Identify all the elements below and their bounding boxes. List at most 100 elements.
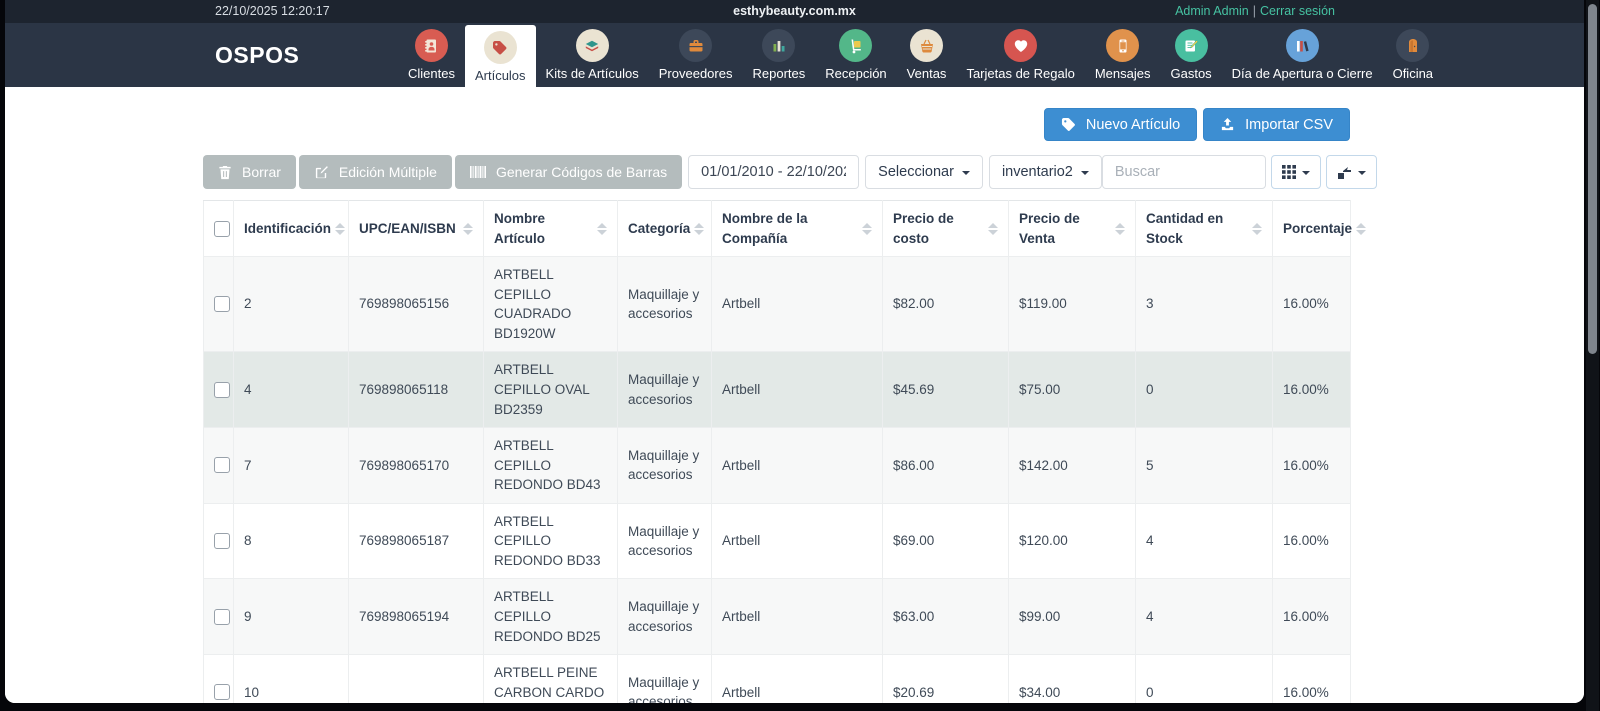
address-book-icon xyxy=(414,29,448,62)
logout-link[interactable]: Cerrar sesión xyxy=(1259,4,1335,18)
nav-item-recepci-n[interactable]: Recepción xyxy=(815,23,896,87)
column-header-qty[interactable]: Cantidad en Stock xyxy=(1135,199,1273,258)
cell-category: Maquillaje y accesorios xyxy=(617,578,712,656)
date-range-input[interactable] xyxy=(688,155,860,189)
vertical-scrollbar[interactable] xyxy=(1586,0,1599,711)
select-dropdown[interactable]: Seleccionar xyxy=(865,155,983,189)
row-select-cell xyxy=(203,351,234,429)
cell-category: Maquillaje y accesorios xyxy=(617,351,712,429)
delete-button[interactable]: Borrar xyxy=(203,155,296,189)
nav-item-art-culos[interactable]: Artículos xyxy=(464,25,536,87)
cell-name: ARTBELL CEPILLO REDONDO BD25 xyxy=(483,578,618,656)
toolbar-left: Borrar Edición Múltiple Generar Códigos … xyxy=(203,155,1102,189)
row-checkbox[interactable] xyxy=(214,296,230,313)
cell-name: ARTBELL PEINE CARBON CARDO 06969 xyxy=(483,654,618,703)
nav-item-ventas[interactable]: Ventas xyxy=(897,23,957,87)
cell-qty: 3 xyxy=(1135,256,1273,353)
new-item-button[interactable]: Nuevo Artículo xyxy=(1043,108,1198,141)
nav-item-kits-de-art-culos[interactable]: Kits de Artículos xyxy=(536,23,649,87)
select-all-checkbox[interactable] xyxy=(214,220,230,237)
row-checkbox[interactable] xyxy=(214,533,230,550)
cell-qty: 4 xyxy=(1135,502,1273,580)
nav-items: Clientes Artículos Kits de Artículos Provee… xyxy=(398,23,1443,87)
chevron-down-icon xyxy=(1357,170,1366,175)
nav-item-oficina[interactable]: Oficina xyxy=(1383,23,1443,87)
select-all-header xyxy=(203,199,234,258)
row-checkbox[interactable] xyxy=(214,608,230,625)
column-header-price[interactable]: Precio de Venta xyxy=(1008,199,1136,258)
table-row[interactable]: 4 769898065118 ARTBELL CEPILLO OVAL BD2359… xyxy=(203,351,1351,429)
nav-item-label: Mensajes xyxy=(1094,66,1151,81)
row-checkbox[interactable] xyxy=(214,381,230,398)
nav-item-tarjetas-de-regalo[interactable]: Tarjetas de Regalo xyxy=(956,23,1084,87)
cell-qty: 5 xyxy=(1135,427,1273,504)
table-row[interactable]: 10 ARTBELL PEINE CARBON CARDO 06969Maquil… xyxy=(203,654,1351,703)
columns-dropdown[interactable] xyxy=(1270,155,1321,189)
table-row[interactable]: 9 769898065194 ARTBELL CEPILLO REDONDO BD2… xyxy=(203,578,1351,656)
nav-item-proveedores[interactable]: Proveedores xyxy=(649,23,743,87)
cell-pct: 16.00% xyxy=(1272,578,1351,656)
nav-item-label: Reportes xyxy=(752,66,806,81)
cell-upc xyxy=(348,654,484,703)
nav-item-clientes[interactable]: Clientes xyxy=(398,23,465,87)
column-header-id[interactable]: Identificación xyxy=(233,199,349,258)
price-tag-icon xyxy=(483,31,517,64)
sort-icon[interactable] xyxy=(862,222,872,235)
bulk-edit-button[interactable]: Edición Múltiple xyxy=(298,155,452,189)
column-header-category[interactable]: Categoría xyxy=(617,199,712,258)
chevron-down-icon xyxy=(1301,170,1310,175)
cell-id: 2 xyxy=(233,256,349,353)
scrollbar-thumb[interactable] xyxy=(1588,4,1597,354)
cell-company: Artbell xyxy=(711,351,883,429)
row-select-cell xyxy=(203,256,234,353)
row-checkbox[interactable] xyxy=(214,684,230,701)
briefcase-icon xyxy=(679,29,713,62)
sort-icon[interactable] xyxy=(597,222,607,235)
sort-icon[interactable] xyxy=(1356,222,1367,235)
user-profile-link[interactable]: Admin Admin xyxy=(1175,4,1249,18)
nav-item-reportes[interactable]: Reportes xyxy=(742,23,815,87)
column-header-pct[interactable]: Porcentaje xyxy=(1272,199,1367,258)
inventory-dropdown[interactable]: inventario2 xyxy=(988,155,1102,189)
row-checkbox[interactable] xyxy=(214,457,230,474)
sort-icon[interactable] xyxy=(463,222,473,235)
import-csv-button[interactable]: Importar CSV xyxy=(1203,108,1350,141)
cell-qty: 0 xyxy=(1135,351,1273,429)
table-row[interactable]: 8 769898065187 ARTBELL CEPILLO REDONDO BD3… xyxy=(203,502,1351,580)
nav-item-label: Clientes xyxy=(408,66,455,81)
generate-barcodes-button[interactable]: Generar Códigos de Barras xyxy=(454,155,683,189)
cell-price: $120.00 xyxy=(1008,502,1136,580)
column-header-company[interactable]: Nombre de la Compañía xyxy=(711,199,883,258)
cell-pct: 16.00% xyxy=(1272,351,1351,429)
layers-icon xyxy=(575,29,609,62)
sort-icon[interactable] xyxy=(988,222,998,235)
nav-item-label: Tarjetas de Regalo xyxy=(966,66,1075,81)
search-input[interactable] xyxy=(1101,155,1266,189)
nav-item-gastos[interactable]: Gastos xyxy=(1160,23,1221,87)
column-header-upc[interactable]: UPC/EAN/ISBN xyxy=(348,199,484,258)
grid-icon xyxy=(1281,165,1296,179)
table-row[interactable]: 7 769898065170 ARTBELL CEPILLO REDONDO BD4… xyxy=(203,427,1351,504)
cell-name: ARTBELL CEPILLO CUADRADO BD1920W xyxy=(483,256,618,353)
nav-item-d-a-de-apertura-o-cierre[interactable]: Día de Apertura o Cierre xyxy=(1222,23,1383,87)
sort-icon[interactable] xyxy=(694,222,705,235)
cell-pct: 16.00% xyxy=(1272,654,1351,703)
cell-id: 9 xyxy=(233,578,349,656)
sort-icon[interactable] xyxy=(335,222,346,235)
column-header-cost[interactable]: Precio de costo xyxy=(882,199,1009,258)
cell-price: $99.00 xyxy=(1008,578,1136,656)
export-dropdown[interactable] xyxy=(1325,155,1377,189)
nav-item-label: Ventas xyxy=(906,66,947,81)
cell-name: ARTBELL CEPILLO OVAL BD2359 xyxy=(483,351,618,429)
cell-cost: $45.69 xyxy=(882,351,1009,429)
cell-cost: $20.69 xyxy=(882,654,1009,703)
sort-icon[interactable] xyxy=(1115,222,1125,235)
nav-item-mensajes[interactable]: Mensajes xyxy=(1085,23,1161,87)
sort-icon[interactable] xyxy=(1252,222,1262,235)
cell-category: Maquillaje y accesorios xyxy=(617,654,712,703)
cell-qty: 4 xyxy=(1135,578,1273,656)
cell-company: Artbell xyxy=(711,578,883,656)
column-header-name[interactable]: Nombre Artículo xyxy=(483,199,618,258)
table-row[interactable]: 2 769898065156 ARTBELL CEPILLO CUADRADO BD… xyxy=(203,256,1351,353)
